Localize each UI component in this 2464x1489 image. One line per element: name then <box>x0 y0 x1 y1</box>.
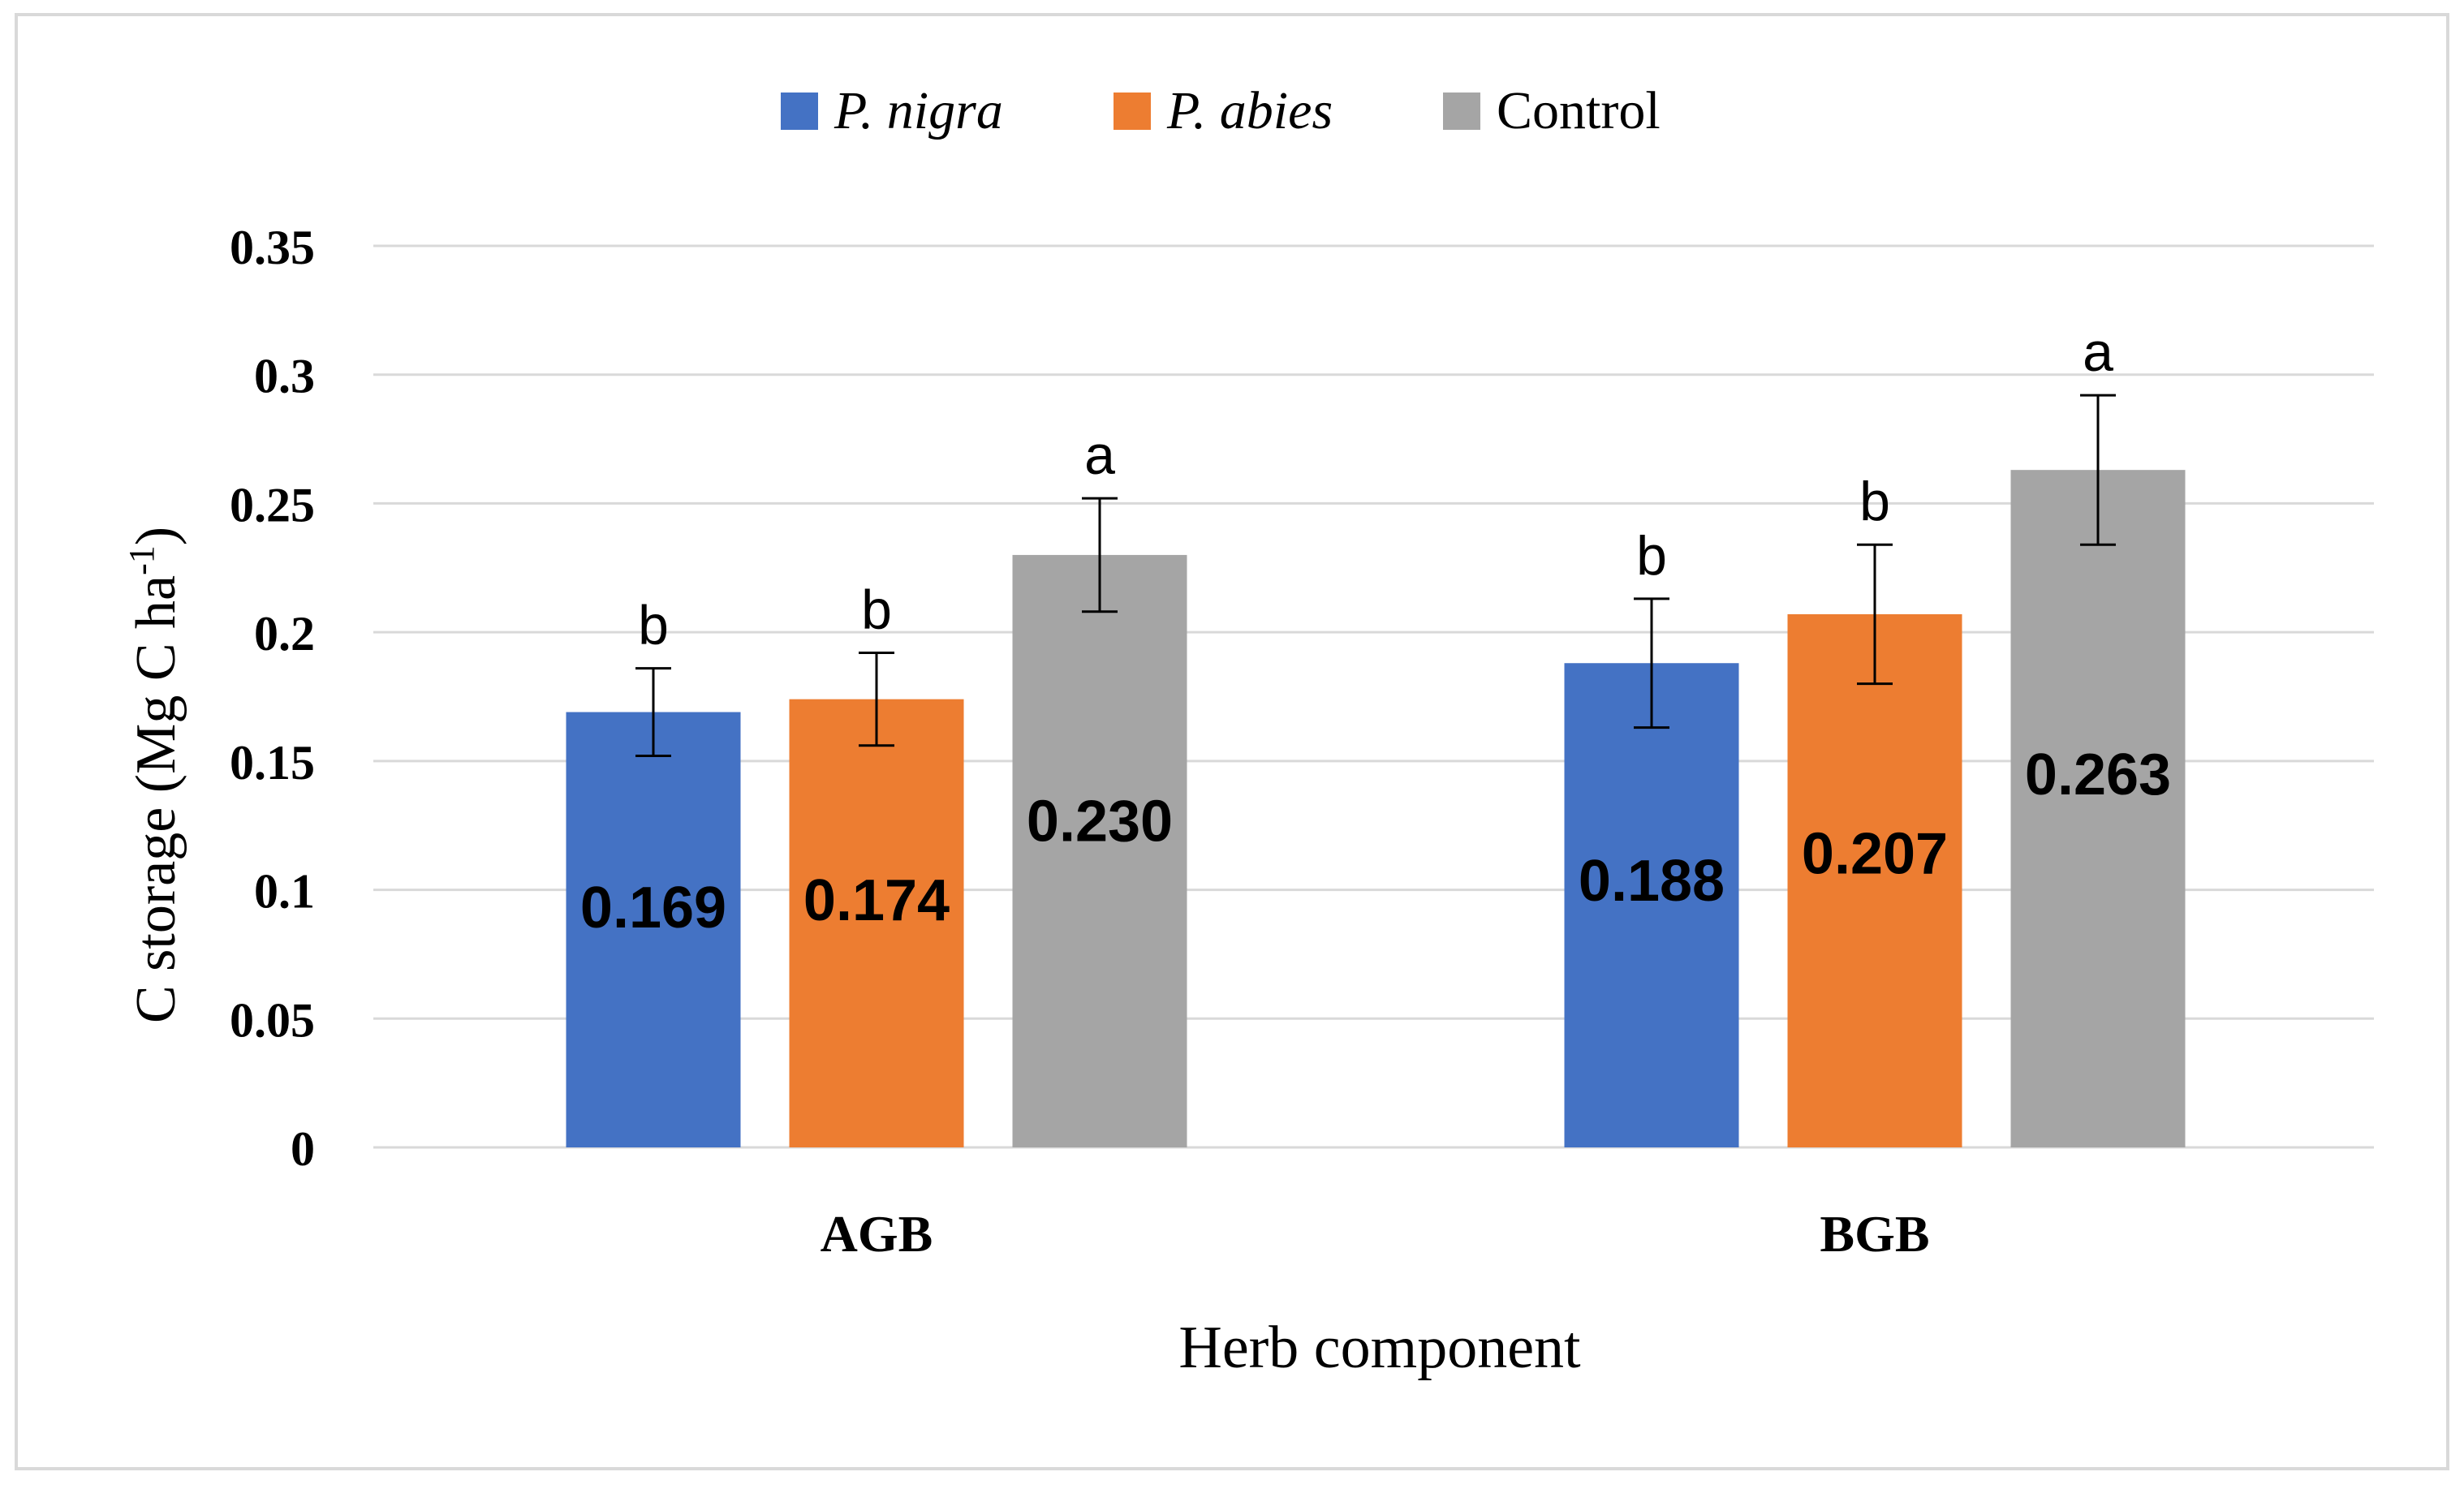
error-bars <box>635 394 2116 758</box>
data-label: 0.230 <box>1027 789 1173 854</box>
significance-letter: b <box>1636 525 1667 587</box>
significance-letter: b <box>638 595 669 656</box>
y-tick-label: 0.3 <box>254 350 315 403</box>
significance-letter: b <box>861 579 892 641</box>
significance-letter: a <box>2083 321 2113 383</box>
significance-letter: b <box>1859 471 1890 532</box>
legend-label: P. abies <box>1166 81 1333 140</box>
y-axis-title-main: C storage (Mg C ha <box>125 575 187 1023</box>
y-axis-ticks: 0 0.05 0.1 0.15 0.2 0.25 0.3 0.35 <box>230 221 315 1176</box>
bar <box>2010 470 2186 1147</box>
y-axis-title-superscript: -1 <box>122 545 162 575</box>
data-labels: b 0.169 b 0.188 b 0.174 b 0.207 a 0.230 a 0.263 <box>580 321 2171 940</box>
legend: P. nigra P. abies Control <box>781 81 1661 140</box>
bar <box>566 712 741 1147</box>
legend-label: Control <box>1497 81 1661 140</box>
y-tick-label: 0.25 <box>230 478 315 531</box>
x-axis-ticks: AGB BGB <box>821 1205 1930 1263</box>
y-tick-label: 0.15 <box>230 736 315 790</box>
y-tick-label: 0.35 <box>230 221 315 274</box>
significance-letter: a <box>1084 424 1115 486</box>
data-label: 0.263 <box>2025 742 2171 807</box>
legend-swatch <box>1443 93 1480 130</box>
y-axis-title-close: ) <box>125 527 187 545</box>
data-label: 0.207 <box>1802 822 1948 887</box>
data-label: 0.174 <box>803 868 950 933</box>
x-axis-title: Herb component <box>1178 1315 1581 1381</box>
legend-label: P. nigra <box>834 81 1003 140</box>
data-label: 0.188 <box>1579 849 1725 914</box>
data-label: 0.169 <box>580 876 726 940</box>
bar <box>1564 663 1739 1147</box>
y-tick-label: 0.05 <box>230 993 315 1047</box>
bar <box>1787 613 1962 1147</box>
x-tick-label: BGB <box>1820 1205 1929 1263</box>
y-tick-label: 0.1 <box>254 865 315 919</box>
bar <box>1012 554 1187 1147</box>
y-tick-label: 0 <box>291 1122 315 1176</box>
y-tick-label: 0.2 <box>254 607 315 661</box>
bars <box>566 470 2186 1147</box>
legend-swatch <box>781 93 818 130</box>
legend-swatch <box>1114 93 1151 130</box>
y-axis-title: C storage (Mg C ha-1) <box>122 527 187 1023</box>
bar <box>789 699 964 1147</box>
x-tick-label: AGB <box>821 1205 933 1263</box>
